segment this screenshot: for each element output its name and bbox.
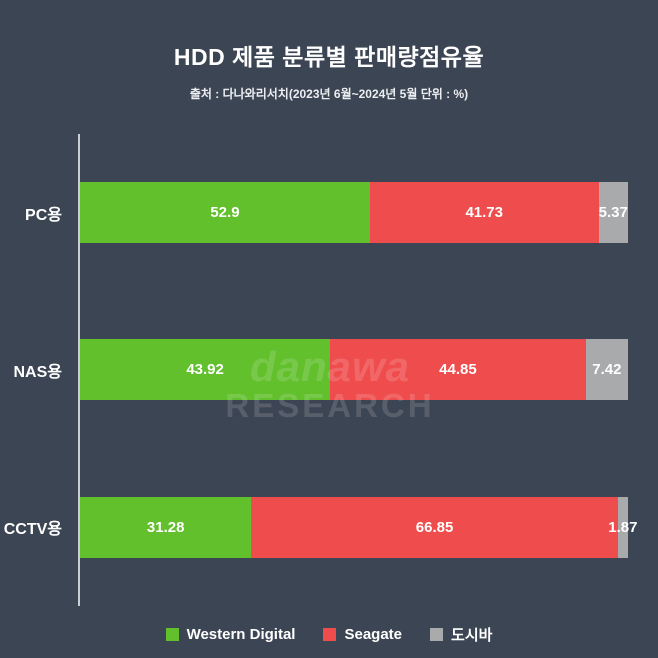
segment-value-label: 5.37 xyxy=(598,204,628,222)
y-axis-line xyxy=(78,134,80,606)
chart-rows: PC용 52.9 41.73 5.37 NAS용 43.92 44.85 7.42 CCTV용 3… xyxy=(0,134,658,606)
category-label: CCTV용 xyxy=(3,521,62,539)
segment-value-label: 44.85 xyxy=(439,361,477,379)
legend-item: 도시바 xyxy=(430,624,492,645)
stacked-bar: 43.92 44.85 7.42 xyxy=(80,339,628,401)
bar-segment: 1.87 xyxy=(608,496,637,558)
category-label: NAS용 xyxy=(13,363,62,381)
chart-row: PC용 52.9 41.73 5.37 xyxy=(0,182,658,244)
segment-value-label: 66.85 xyxy=(415,518,454,536)
legend-item: Western Digital xyxy=(165,626,296,643)
segment-value-label: 31.28 xyxy=(146,518,185,536)
legend-item: Seagate xyxy=(323,626,402,643)
legend-label: Western Digital xyxy=(186,626,296,643)
chart-subtitle: 출처 : 다나와리서치(2023년 6월~2024년 5월 단위 : %) xyxy=(189,87,469,101)
bar-segment: 44.85 xyxy=(330,339,586,401)
segment-value-label: 52.9 xyxy=(210,204,240,222)
bar-segment: 41.73 xyxy=(369,182,599,244)
bar-segment: 31.28 xyxy=(80,496,252,558)
chart-row: CCTV용 31.28 66.85 1.87 xyxy=(0,496,658,558)
chart-row: NAS용 43.92 44.85 7.42 xyxy=(0,339,658,401)
legend-label: Seagate xyxy=(344,626,403,643)
stacked-bar: 52.9 41.73 5.37 xyxy=(80,182,628,244)
legend-swatch-icon xyxy=(165,628,179,641)
legend-swatch-icon xyxy=(323,628,337,641)
bar-segment: 7.42 xyxy=(585,339,628,401)
stacked-bar: 31.28 66.85 1.87 xyxy=(80,496,637,558)
legend-label: 도시바 xyxy=(451,627,493,644)
segment-value-label: 7.42 xyxy=(592,361,622,379)
legend: Western Digital Seagate 도시바 xyxy=(0,624,658,645)
bar-segment: 66.85 xyxy=(251,496,618,558)
chart-header: HDD 제품 분류별 판매량점유율 출처 : 다나와리서치(2023년 6월~2… xyxy=(0,0,658,102)
legend-swatch-icon xyxy=(430,628,444,641)
bar-segment: 5.37 xyxy=(598,182,628,244)
chart-title: HDD 제품 분류별 판매량점유율 xyxy=(173,44,485,70)
segment-value-label: 41.73 xyxy=(465,204,503,222)
stacked-bar-chart: PC용 52.9 41.73 5.37 NAS용 43.92 44.85 7.42 CCTV용 3… xyxy=(0,134,658,606)
bar-segment: 52.9 xyxy=(80,182,370,244)
segment-value-label: 43.92 xyxy=(186,361,224,379)
segment-value-label: 1.87 xyxy=(608,518,638,536)
bar-segment: 43.92 xyxy=(80,339,331,401)
category-label: PC용 xyxy=(25,206,62,224)
